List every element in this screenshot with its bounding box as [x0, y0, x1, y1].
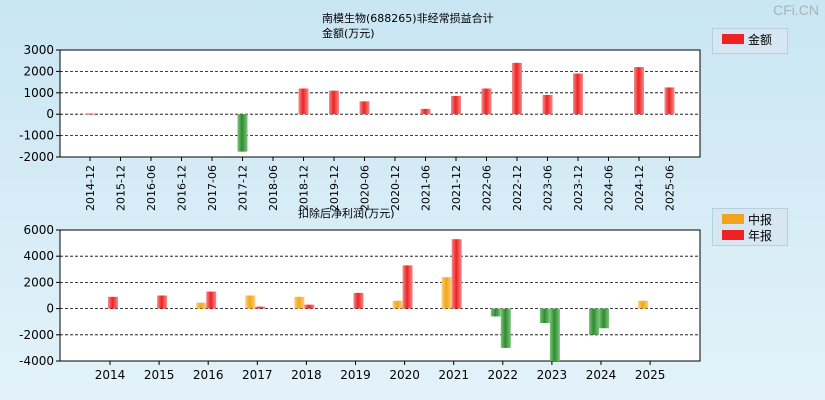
- chart1-ytick-label: 2000: [23, 64, 54, 78]
- chart1-xtick-label: 2019-12: [328, 165, 341, 211]
- chart1-xtick-label: 2015-12: [115, 165, 128, 211]
- chart2-xtick-label: 2014: [95, 368, 126, 382]
- chart1-plot-area: [59, 49, 701, 158]
- chart1-xtick-label: 2024-12: [633, 165, 646, 211]
- chart2-title: 扣除后净利润(万元): [298, 207, 395, 220]
- chart2-xtick-label: 2015: [144, 368, 175, 382]
- legend-swatch-red: [722, 230, 744, 240]
- chart2-ytick-label: -4000: [19, 354, 54, 368]
- chart2-bar-annual: [599, 308, 609, 329]
- chart1-bar: [85, 113, 95, 115]
- chart2-bar-annual: [500, 308, 511, 348]
- chart2-xtick-label: 2024: [586, 368, 617, 382]
- chart2-xtick-label: 2025: [635, 368, 666, 382]
- chart1-bar: [298, 88, 309, 115]
- chart1-bar: [329, 90, 339, 115]
- legend-label-amount: 金额: [748, 32, 773, 47]
- chart2-xtick-label: 2023: [537, 368, 568, 382]
- chart2-bar-interim: [294, 296, 305, 309]
- chart2-bar-annual: [157, 295, 168, 309]
- chart1-bar: [664, 87, 675, 115]
- chart1-bar: [542, 94, 553, 115]
- chart2-ytick-label: -2000: [19, 328, 54, 342]
- chart2-xtick-label: 2022: [488, 368, 519, 382]
- chart2-bar-annual: [353, 292, 364, 309]
- chart2-bar-annual: [255, 306, 266, 309]
- chart1-bar: [512, 62, 522, 115]
- chart1-ytick-label: 1000: [23, 86, 54, 100]
- chart1-xtick-label: 2025-06: [664, 165, 677, 211]
- chart2-xtick-label: 2018: [291, 368, 322, 382]
- chart2-bar-interim: [392, 300, 403, 309]
- chart1-bar: [451, 96, 461, 115]
- chart2-bar-interim: [245, 295, 256, 309]
- chart2-bar-annual: [206, 291, 217, 309]
- chart1-xtick-label: 2017-06: [206, 165, 219, 211]
- chart2-bar-interim: [441, 277, 452, 309]
- legend-swatch-orange: [722, 214, 744, 224]
- chart2-bar-annual: [549, 308, 560, 361]
- chart1-legend: 金额: [712, 28, 788, 54]
- legend-label-annual: 年报: [748, 228, 773, 243]
- chart2-ytick-label: 0: [46, 302, 54, 316]
- chart2-ytick-label: 6000: [23, 223, 54, 237]
- chart1-xtick-label: 2023-06: [542, 165, 555, 211]
- chart1-bar: [634, 67, 644, 115]
- chart1-ytick-label: 3000: [23, 43, 54, 57]
- chart1-bar: [237, 114, 248, 152]
- chart1-xtick-label: 2021-06: [420, 165, 433, 211]
- chart2-bar-annual: [402, 265, 413, 309]
- chart1-xtick-label: 2018-12: [298, 165, 311, 211]
- chart1-bar: [573, 73, 583, 115]
- chart1-bar: [359, 101, 370, 115]
- chart2-ytick-label: 2000: [23, 275, 54, 289]
- chart2-bar-interim: [490, 308, 501, 317]
- chart1-xtick-label: 2020-06: [359, 165, 372, 211]
- chart2-xtick-label: 2017: [242, 368, 273, 382]
- chart2-xtick-label: 2020: [389, 368, 420, 382]
- chart1-subtitle: 金额(万元): [322, 27, 375, 40]
- chart2-bar-annual: [108, 296, 118, 309]
- chart1-xtick-label: 2020-12: [389, 165, 402, 211]
- chart2-bar-annual: [304, 304, 315, 309]
- chart2-bar-interim: [539, 308, 550, 324]
- chart1-bar: [481, 88, 492, 115]
- chart2-xtick-label: 2021: [438, 368, 469, 382]
- chart1-bar: [420, 108, 431, 115]
- chart1-ytick-label: 0: [46, 107, 54, 121]
- legend-label-interim: 中报: [748, 212, 773, 227]
- chart2-bar-interim: [196, 302, 207, 309]
- chart2-xtick-label: 2019: [340, 368, 371, 382]
- chart1-ytick-label: -2000: [19, 150, 54, 164]
- chart1-xtick-label: 2016-12: [176, 165, 189, 211]
- legend-item-annual: 年报: [713, 227, 787, 243]
- chart2-plot-area: [59, 229, 701, 362]
- chart1-title: 南模生物(688265)非经常损益合计: [322, 12, 494, 25]
- chart1-xtick-label: 2021-12: [450, 165, 463, 211]
- chart2-bar-annual: [451, 239, 462, 309]
- chart1-xtick-label: 2016-06: [145, 165, 158, 211]
- legend-swatch-red: [722, 34, 744, 44]
- chart1-xtick-label: 2018-06: [267, 165, 280, 211]
- chart2-bar-interim: [589, 308, 599, 335]
- chart1-ytick-label: -1000: [19, 129, 54, 143]
- legend-item-amount: 金额: [713, 31, 787, 47]
- chart1-xtick-label: 2017-12: [237, 165, 250, 211]
- chart1-xtick-label: 2023-12: [572, 165, 585, 211]
- chart2-legend: 中报 年报: [712, 208, 788, 246]
- chart1-xtick-label: 2024-06: [603, 165, 616, 211]
- chart2-bar-interim: [638, 300, 649, 309]
- chart2-xtick-label: 2016: [193, 368, 224, 382]
- chart1-xtick-label: 2022-12: [511, 165, 524, 211]
- chart1-xtick-label: 2014-12: [84, 165, 97, 211]
- chart1-xtick-label: 2022-06: [481, 165, 494, 211]
- brand-logo: CFi.CN: [773, 2, 819, 18]
- chart2-ytick-label: 4000: [23, 249, 54, 263]
- legend-item-interim: 中报: [713, 211, 787, 227]
